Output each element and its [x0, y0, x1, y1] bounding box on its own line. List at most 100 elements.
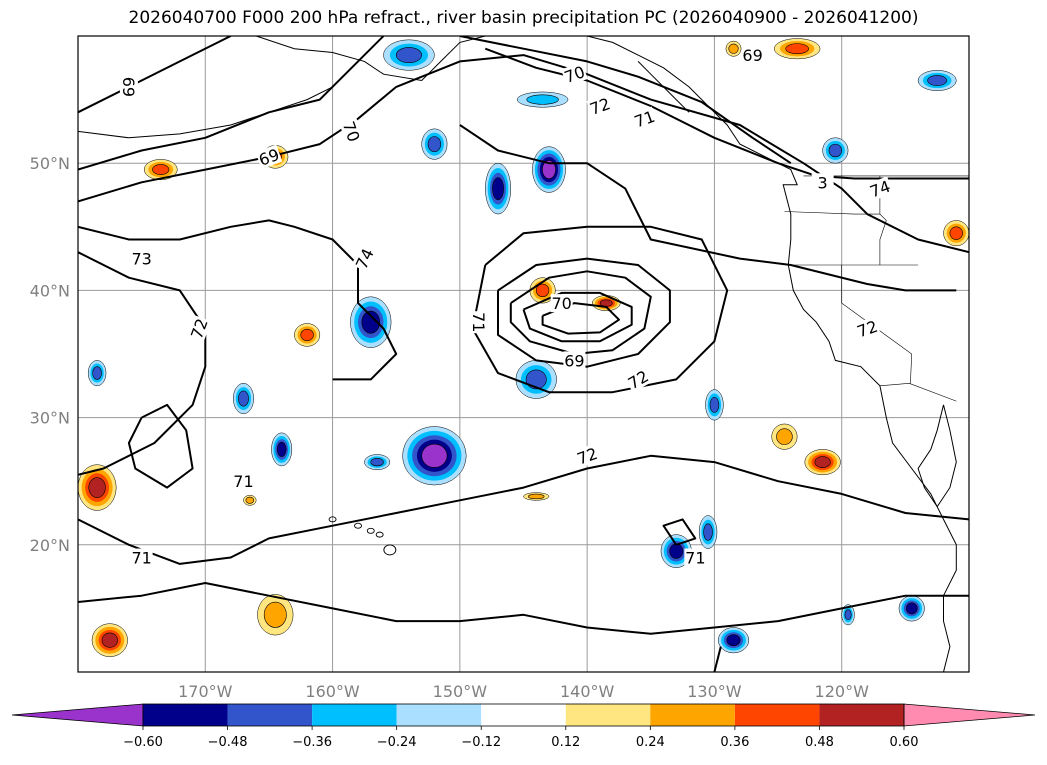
lon-tick-label: 150°W	[433, 682, 488, 701]
contour-label-bg	[119, 75, 138, 98]
contour-line	[509, 270, 652, 355]
island	[375, 531, 384, 538]
precip-band	[88, 477, 106, 498]
precip-anomaly	[350, 296, 392, 348]
precip-band	[395, 47, 422, 64]
precip-anomaly	[87, 360, 107, 387]
contour-label-bg	[560, 61, 588, 87]
contour-line	[78, 36, 232, 114]
precip-anomaly	[294, 323, 321, 347]
longitude-ticks: 170°W 160°W 150°W 140°W 130°W 120°W	[178, 682, 869, 701]
contour-label: 69	[119, 77, 138, 97]
precip-anomaly	[774, 38, 821, 60]
precip-band	[92, 366, 102, 380]
colorbar-segment	[312, 704, 397, 726]
precip-band	[238, 390, 249, 407]
precip-outline	[364, 454, 391, 471]
precip-band	[726, 634, 741, 647]
precip-band	[949, 226, 963, 240]
precip-anomaly	[143, 159, 178, 180]
contour-line	[78, 582, 969, 635]
colorbar-tick-label: 0.24	[636, 735, 665, 750]
contour-line	[541, 302, 620, 335]
contour-line	[127, 403, 194, 489]
coastline	[78, 86, 333, 139]
precip-band	[492, 177, 504, 201]
precip-outline	[841, 604, 855, 626]
colorbar-tick-label: −0.60	[123, 735, 163, 750]
lon-tick-label: 120°W	[815, 682, 870, 701]
precip-band	[776, 428, 793, 445]
precip-anomaly	[243, 494, 257, 506]
precip-outline	[771, 423, 798, 450]
precip-outline	[822, 137, 849, 164]
precip-band	[905, 602, 918, 615]
precip-outline	[485, 162, 512, 215]
precip-outline	[78, 464, 117, 511]
state-border	[879, 175, 887, 265]
precip-outline	[532, 146, 566, 193]
contour-label-bg	[469, 311, 488, 334]
precip-anomaly	[516, 91, 569, 108]
lat-tick-label: 20°N	[30, 536, 70, 555]
contour-label-bg	[853, 316, 881, 341]
precip-band	[927, 75, 948, 86]
latitude-ticks: 20°N 30°N 40°N 50°N	[30, 154, 70, 555]
precip-band	[844, 609, 852, 621]
precip-outline	[257, 594, 294, 636]
precip-anomaly	[705, 389, 724, 421]
contour-line	[78, 36, 385, 171]
precip-band	[709, 396, 720, 413]
precip-outline	[271, 432, 293, 467]
precip-anomaly	[78, 464, 117, 511]
precip-anomaly-layer	[78, 38, 969, 657]
precip-anomaly	[271, 432, 293, 467]
precip-band	[276, 441, 287, 457]
island	[383, 544, 397, 556]
precip-anomaly	[804, 449, 841, 476]
contour-label: 73	[131, 250, 151, 269]
precip-band	[300, 328, 314, 341]
precip-band	[669, 543, 684, 559]
contour-label-bg	[130, 548, 153, 567]
precip-outline	[717, 627, 750, 654]
colorbar: −0.60 −0.48 −0.36 −0.24 −0.12 0.12 0.24 0.36 0.4…	[11, 703, 1036, 750]
colorbar-segment	[650, 704, 735, 726]
lat-tick-label: 50°N	[30, 154, 70, 173]
island	[366, 527, 375, 534]
precip-anomaly	[943, 220, 969, 247]
precip-band	[535, 283, 550, 298]
colorbar-tick-label: 0.36	[720, 735, 749, 750]
contour-label: 69	[564, 351, 584, 370]
contour-line	[459, 124, 957, 292]
precip-band	[527, 493, 545, 500]
precip-anomaly	[841, 604, 855, 626]
precip-anomaly	[532, 146, 566, 193]
contour-label-bg	[624, 366, 653, 393]
colorbar-segment	[734, 704, 820, 726]
lon-tick-label: 160°W	[305, 682, 360, 701]
precip-anomaly	[591, 295, 621, 312]
chart-title: 2026040700 F000 200 hPa refract., river …	[128, 8, 919, 28]
lon-tick-label: 130°W	[687, 682, 742, 701]
precip-outline	[294, 323, 321, 347]
precip-outline	[383, 39, 435, 71]
contour-label-bg	[186, 315, 212, 342]
colorbar-segment	[227, 704, 313, 726]
contour-line	[713, 646, 722, 672]
precip-outline	[91, 623, 128, 657]
contour-label-bg	[684, 548, 707, 567]
colorbar-tick-label: −0.48	[208, 735, 248, 750]
precip-anomaly	[698, 515, 718, 549]
contour-line	[78, 251, 207, 476]
precip-band	[526, 94, 559, 105]
lon-tick-label: 140°W	[560, 682, 615, 701]
precip-outline	[804, 449, 841, 476]
precip-outline	[523, 492, 550, 501]
contour-line	[459, 36, 792, 165]
precip-outline	[402, 426, 467, 486]
contour-line	[497, 257, 671, 368]
precip-band	[427, 136, 442, 153]
contour-label: 71	[469, 312, 488, 332]
contour-line	[78, 454, 969, 565]
